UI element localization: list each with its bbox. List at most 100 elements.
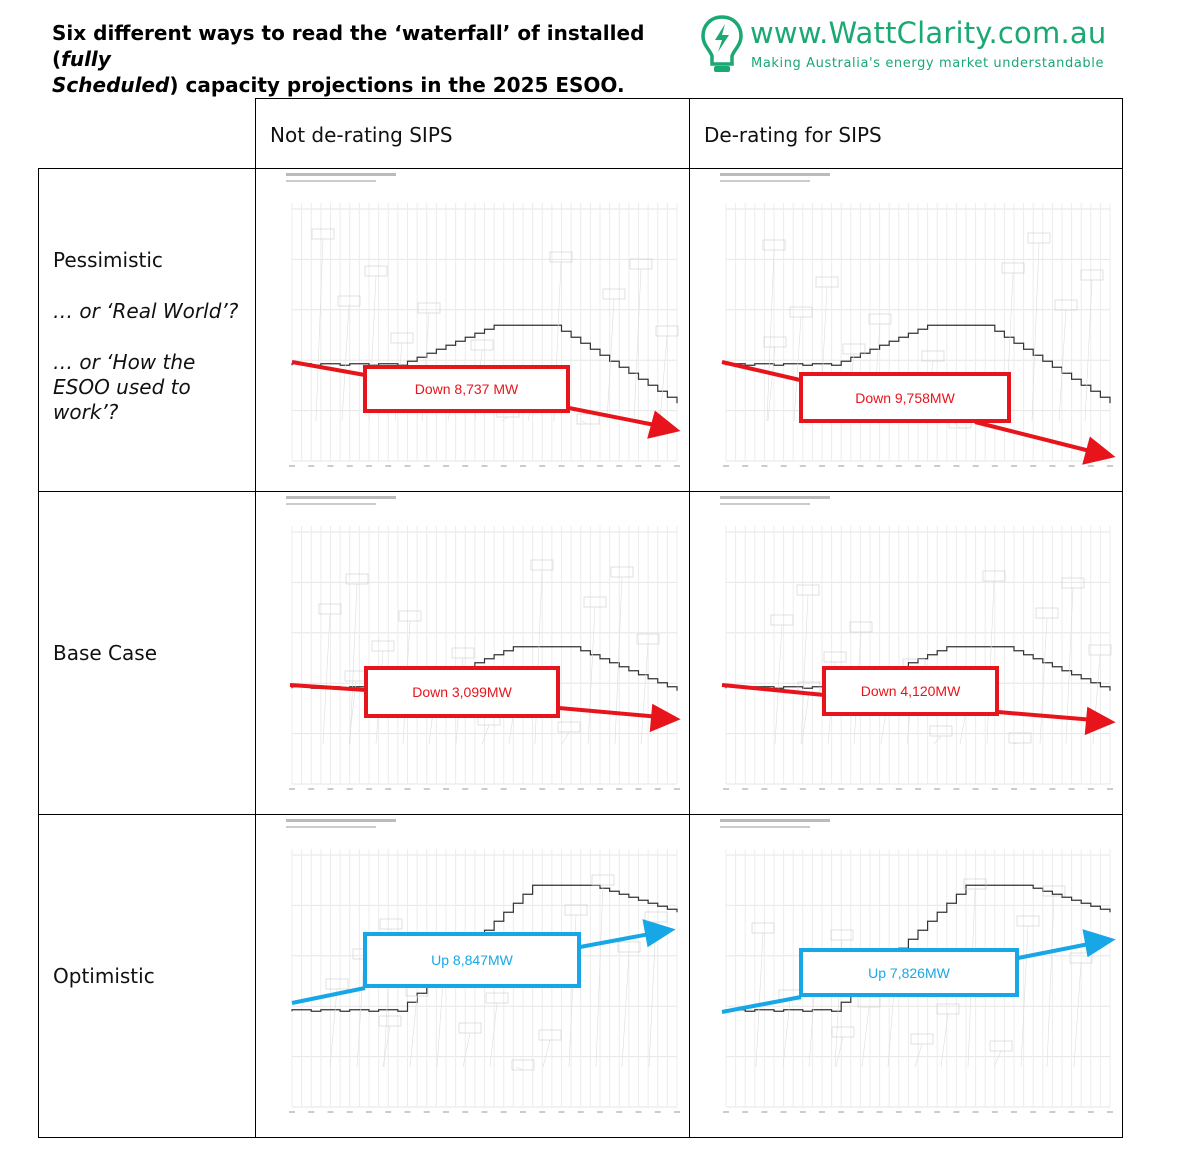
annotation-leader <box>356 958 365 1068</box>
chart-subtitle <box>720 503 810 505</box>
x-tick-label <box>742 1111 749 1113</box>
x-tick-label <box>443 1111 449 1113</box>
annotation-leader <box>801 691 810 745</box>
logo-tagline: Making Australia's energy market underst… <box>751 56 1105 71</box>
x-tick-label <box>1107 1111 1113 1113</box>
annotation-box <box>1035 607 1059 619</box>
annotation-box <box>1016 915 1040 927</box>
x-tick-label <box>1011 788 1017 790</box>
chart-cell-base-derating <box>689 491 1123 815</box>
x-tick-label <box>423 788 430 790</box>
annotation-leader <box>341 305 350 422</box>
title-italic: fully <box>61 47 111 71</box>
annotation-leader <box>489 1002 498 1068</box>
x-tick-label <box>857 788 864 790</box>
annotation-leader <box>1039 617 1048 745</box>
annotation-leader <box>1020 925 1029 1068</box>
x-tick-label <box>780 465 787 467</box>
chart-subtitle <box>720 826 810 828</box>
x-tick-label <box>953 1111 960 1113</box>
column-label: De-rating for SIPS <box>704 123 882 147</box>
x-tick-label <box>558 465 565 467</box>
chart-subtitle <box>286 180 376 182</box>
annotation-box <box>390 332 414 344</box>
x-tick-label <box>597 788 603 790</box>
annotation-leader <box>1058 309 1067 422</box>
annotation-leader <box>993 1050 1002 1068</box>
annotation-leader <box>1092 654 1101 745</box>
x-tick-label <box>819 1111 825 1113</box>
x-tick-label <box>481 1111 488 1113</box>
chart-subtitle <box>286 503 376 505</box>
x-tick-label <box>723 788 729 790</box>
x-tick-label <box>780 788 787 790</box>
callout-pessimistic-derating: Down 9,758MW <box>799 372 1011 423</box>
waterfall-chart <box>286 173 680 467</box>
annotation-box <box>921 350 945 362</box>
x-tick-label <box>895 1111 902 1113</box>
x-tick-label <box>327 1111 334 1113</box>
x-tick-label <box>934 465 941 467</box>
annotation-leader <box>766 249 775 422</box>
x-tick-label <box>1030 788 1037 790</box>
annotation-box <box>1001 262 1025 274</box>
x-tick-label <box>876 1111 883 1113</box>
lightbulb-icon <box>701 15 743 72</box>
x-tick-label <box>1087 1111 1094 1113</box>
x-tick-label <box>1011 1111 1017 1113</box>
annotation-box <box>763 336 787 348</box>
x-tick-label <box>915 788 921 790</box>
annotation-box <box>337 295 361 307</box>
x-tick-label <box>876 788 883 790</box>
x-tick-label <box>443 465 449 467</box>
annotation-leader <box>349 583 358 745</box>
annotation-box <box>857 996 881 1008</box>
x-tick-label <box>539 788 546 790</box>
x-tick-label <box>1011 465 1017 467</box>
column-header-derating: De-rating for SIPS <box>689 98 1123 169</box>
annotation-box <box>591 874 615 886</box>
row-label: Optimistic <box>53 963 155 988</box>
annotation-leader <box>755 932 764 1068</box>
annotation-leader <box>409 995 418 1068</box>
x-tick-label <box>385 465 392 467</box>
x-tick-label <box>539 1111 546 1113</box>
chart-title <box>720 819 830 822</box>
x-tick-label <box>539 465 546 467</box>
x-tick-label <box>991 465 998 467</box>
waterfall-chart <box>720 173 1113 467</box>
x-tick-label <box>1107 465 1113 467</box>
chart-title <box>720 173 830 176</box>
x-tick-label <box>761 465 768 467</box>
x-tick-label <box>780 1111 787 1113</box>
annotation-box <box>823 651 847 663</box>
x-tick-label <box>500 788 507 790</box>
annotation-leader <box>614 576 623 745</box>
annotation-box <box>610 566 634 578</box>
annotation-box <box>1054 299 1078 311</box>
annotation-leader <box>633 268 642 422</box>
annotation-box <box>778 989 802 1001</box>
annotation-box <box>963 878 987 890</box>
annotation-leader <box>1046 895 1055 1068</box>
x-tick-label <box>857 465 864 467</box>
annotation-leader <box>933 735 942 745</box>
x-tick-label <box>443 788 449 790</box>
annotation-box <box>796 584 820 596</box>
x-tick-label <box>654 465 661 467</box>
x-tick-label <box>991 1111 998 1113</box>
title-text: ) capacity projections in the 2025 ESOO. <box>169 73 625 97</box>
x-tick-label <box>915 1111 921 1113</box>
x-tick-label <box>799 1111 806 1113</box>
annotation-box <box>564 904 588 916</box>
x-tick-label <box>289 788 295 790</box>
x-tick-label <box>1107 788 1113 790</box>
x-tick-label <box>838 465 845 467</box>
x-tick-label <box>500 1111 507 1113</box>
x-tick-label <box>346 1111 353 1113</box>
annotation-leader <box>595 884 604 1068</box>
x-tick-label <box>385 1111 392 1113</box>
x-tick-label <box>462 1111 469 1113</box>
wattclarity-logo[interactable]: www.WattClarity.com.au Making Australia'… <box>700 14 1120 76</box>
x-tick-label <box>289 465 295 467</box>
